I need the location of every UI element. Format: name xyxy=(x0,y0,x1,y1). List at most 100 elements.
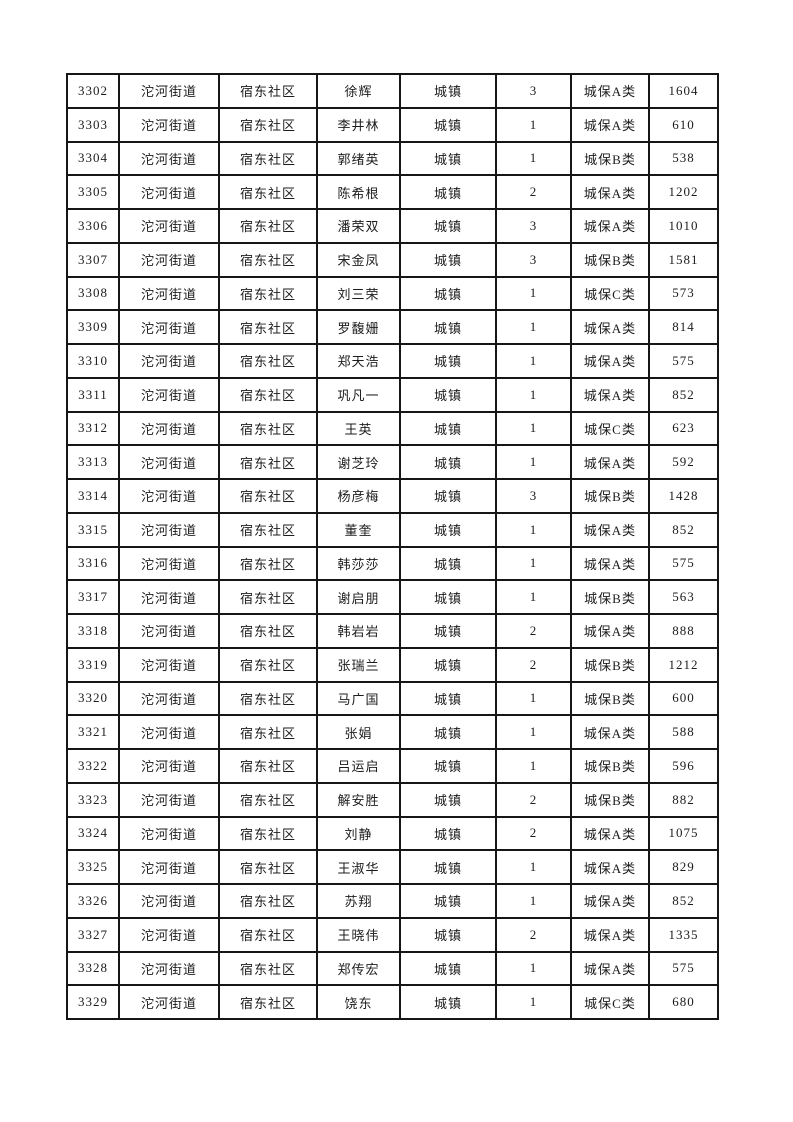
cell-serial: 3323 xyxy=(67,782,119,817)
cell-amount: 814 xyxy=(649,310,718,344)
cell-community: 宿东社区 xyxy=(219,479,317,513)
cell-amount: 1604 xyxy=(649,74,718,108)
cell-name: 马广国 xyxy=(317,681,400,716)
cell-person-count: 1 xyxy=(496,850,571,884)
cell-residence-type: 城镇 xyxy=(400,850,496,884)
cell-street: 沱河街道 xyxy=(119,445,219,479)
cell-community: 宿东社区 xyxy=(219,580,317,614)
cell-street: 沱河街道 xyxy=(119,512,219,547)
cell-residence-type: 城镇 xyxy=(400,884,496,918)
cell-insurance-category: 城保A类 xyxy=(571,512,649,547)
cell-street: 沱河街道 xyxy=(119,917,219,952)
cell-community: 宿东社区 xyxy=(219,715,317,749)
cell-name: 李井林 xyxy=(317,107,400,142)
cell-residence-type: 城镇 xyxy=(400,445,496,479)
table-row: 3310 沱河街道 宿东社区 郑天浩 城镇 1 城保A类 575 xyxy=(67,344,718,378)
cell-insurance-category: 城保A类 xyxy=(571,209,649,243)
cell-community: 宿东社区 xyxy=(219,107,317,142)
cell-insurance-category: 城保C类 xyxy=(571,985,649,1019)
table-row: 3315 沱河街道 宿东社区 董奎 城镇 1 城保A类 852 xyxy=(67,512,718,547)
cell-name: 刘静 xyxy=(317,816,400,851)
table-row: 3324 沱河街道 宿东社区 刘静 城镇 2 城保A类 1075 xyxy=(67,816,718,851)
cell-amount: 888 xyxy=(649,614,718,648)
cell-residence-type: 城镇 xyxy=(400,377,496,412)
cell-community: 宿东社区 xyxy=(219,411,317,446)
benefits-table: 3302 沱河街道 宿东社区 徐辉 城镇 3 城保A类 1604 3303 沱河街道 宿东社区 李井林… xyxy=(66,73,719,1020)
cell-residence-type: 城镇 xyxy=(400,816,496,851)
cell-community: 宿东社区 xyxy=(219,310,317,344)
table-row: 3307 沱河街道 宿东社区 宋金凤 城镇 3 城保B类 1581 xyxy=(67,242,718,277)
cell-street: 沱河街道 xyxy=(119,647,219,682)
cell-insurance-category: 城保B类 xyxy=(571,479,649,513)
cell-name: 张娟 xyxy=(317,715,400,749)
cell-person-count: 1 xyxy=(496,310,571,344)
cell-name: 韩莎莎 xyxy=(317,546,400,581)
cell-person-count: 1 xyxy=(496,276,571,311)
cell-insurance-category: 城保A类 xyxy=(571,614,649,648)
cell-person-count: 1 xyxy=(496,107,571,142)
cell-street: 沱河街道 xyxy=(119,614,219,648)
cell-insurance-category: 城保A类 xyxy=(571,377,649,412)
cell-serial: 3304 xyxy=(67,141,119,176)
cell-insurance-category: 城保A类 xyxy=(571,884,649,918)
cell-serial: 3317 xyxy=(67,580,119,614)
table-row: 3318 沱河街道 宿东社区 韩岩岩 城镇 2 城保A类 888 xyxy=(67,614,718,648)
cell-street: 沱河街道 xyxy=(119,107,219,142)
cell-amount: 852 xyxy=(649,512,718,547)
cell-community: 宿东社区 xyxy=(219,141,317,176)
table-row: 3303 沱河街道 宿东社区 李井林 城镇 1 城保A类 610 xyxy=(67,107,718,142)
cell-residence-type: 城镇 xyxy=(400,749,496,783)
table-row: 3312 沱河街道 宿东社区 王英 城镇 1 城保C类 623 xyxy=(67,411,718,446)
cell-insurance-category: 城保B类 xyxy=(571,242,649,277)
cell-community: 宿东社区 xyxy=(219,512,317,547)
table-row: 3326 沱河街道 宿东社区 苏翔 城镇 1 城保A类 852 xyxy=(67,884,718,918)
cell-street: 沱河街道 xyxy=(119,546,219,581)
cell-residence-type: 城镇 xyxy=(400,209,496,243)
cell-street: 沱河街道 xyxy=(119,816,219,851)
cell-community: 宿东社区 xyxy=(219,445,317,479)
cell-amount: 575 xyxy=(649,344,718,378)
cell-amount: 1202 xyxy=(649,175,718,209)
cell-name: 宋金凤 xyxy=(317,242,400,277)
table-row: 3314 沱河街道 宿东社区 杨彦梅 城镇 3 城保B类 1428 xyxy=(67,479,718,513)
cell-amount: 829 xyxy=(649,850,718,884)
table-row: 3321 沱河街道 宿东社区 张娟 城镇 1 城保A类 588 xyxy=(67,715,718,749)
cell-insurance-category: 城保A类 xyxy=(571,917,649,952)
cell-street: 沱河街道 xyxy=(119,479,219,513)
cell-street: 沱河街道 xyxy=(119,377,219,412)
cell-serial: 3313 xyxy=(67,445,119,479)
cell-serial: 3315 xyxy=(67,512,119,547)
cell-community: 宿东社区 xyxy=(219,681,317,716)
cell-insurance-category: 城保B类 xyxy=(571,580,649,614)
table-row: 3327 沱河街道 宿东社区 王晓伟 城镇 2 城保A类 1335 xyxy=(67,917,718,952)
cell-street: 沱河街道 xyxy=(119,411,219,446)
table-body: 3302 沱河街道 宿东社区 徐辉 城镇 3 城保A类 1604 3303 沱河街道 宿东社区 李井林… xyxy=(67,74,718,1019)
cell-community: 宿东社区 xyxy=(219,546,317,581)
cell-insurance-category: 城保B类 xyxy=(571,782,649,817)
cell-name: 吕运启 xyxy=(317,749,400,783)
cell-community: 宿东社区 xyxy=(219,850,317,884)
cell-residence-type: 城镇 xyxy=(400,917,496,952)
cell-name: 韩岩岩 xyxy=(317,614,400,648)
cell-serial: 3308 xyxy=(67,276,119,311)
cell-serial: 3318 xyxy=(67,614,119,648)
cell-amount: 1581 xyxy=(649,242,718,277)
table-row: 3306 沱河街道 宿东社区 潘荣双 城镇 3 城保A类 1010 xyxy=(67,209,718,243)
cell-insurance-category: 城保A类 xyxy=(571,715,649,749)
cell-serial: 3325 xyxy=(67,850,119,884)
cell-serial: 3326 xyxy=(67,884,119,918)
cell-street: 沱河街道 xyxy=(119,782,219,817)
cell-name: 王淑华 xyxy=(317,850,400,884)
cell-serial: 3307 xyxy=(67,242,119,277)
cell-insurance-category: 城保A类 xyxy=(571,816,649,851)
cell-serial: 3322 xyxy=(67,749,119,783)
cell-residence-type: 城镇 xyxy=(400,782,496,817)
cell-serial: 3303 xyxy=(67,107,119,142)
cell-residence-type: 城镇 xyxy=(400,479,496,513)
cell-name: 刘三荣 xyxy=(317,276,400,311)
cell-person-count: 1 xyxy=(496,580,571,614)
cell-street: 沱河街道 xyxy=(119,209,219,243)
table-row: 3322 沱河街道 宿东社区 吕运启 城镇 1 城保B类 596 xyxy=(67,749,718,783)
cell-community: 宿东社区 xyxy=(219,175,317,209)
cell-amount: 575 xyxy=(649,546,718,581)
